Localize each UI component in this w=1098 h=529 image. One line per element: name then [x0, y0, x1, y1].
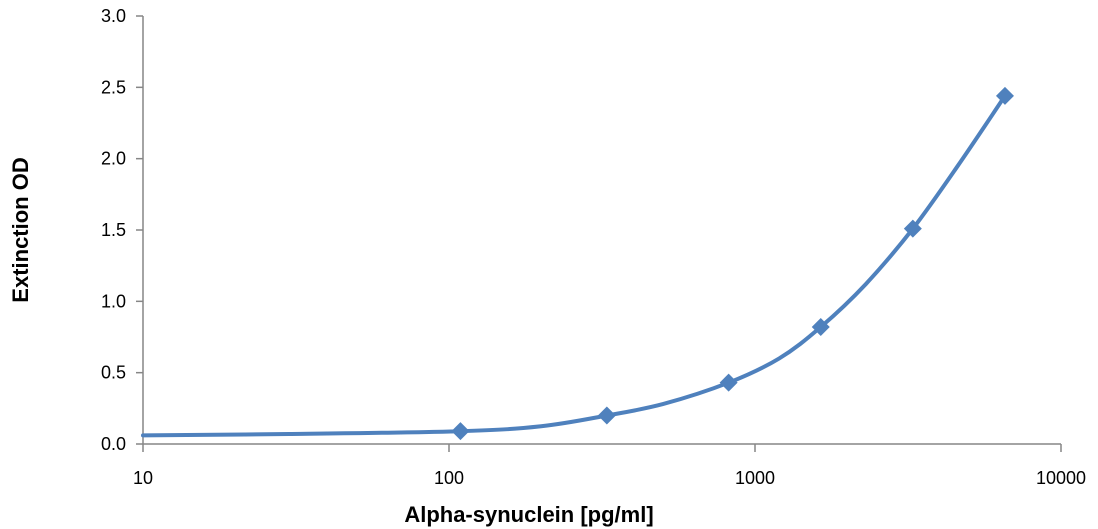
- y-tick-label: 0.5: [101, 363, 126, 383]
- plot-area: 0.0 0.5 1.0 1.5 2.0 2.5 3.0 10 100 1000 10000: [101, 6, 1086, 488]
- y-axis-ticks: 0.0 0.5 1.0 1.5 2.0 2.5 3.0: [101, 6, 143, 454]
- data-point-marker: [719, 373, 738, 392]
- y-tick-label: 0.0: [101, 434, 126, 454]
- y-tick-label: 2.5: [101, 77, 126, 97]
- fit-curve: [141, 93, 1007, 438]
- y-axis-title: Extinction OD: [8, 157, 33, 302]
- data-point-marker: [451, 422, 470, 441]
- x-tick-label: 1000: [735, 468, 775, 488]
- x-tick-label: 100: [434, 468, 464, 488]
- data-point-marker: [903, 219, 922, 238]
- data-point-marker: [597, 406, 616, 425]
- data-point-marker: [811, 318, 830, 337]
- x-axis-ticks: 10 100 1000 10000: [133, 444, 1086, 488]
- data-point-marker: [995, 86, 1014, 105]
- x-axis-title: Alpha-synuclein [pg/ml]: [404, 502, 653, 527]
- y-tick-label: 2.0: [101, 149, 126, 169]
- y-tick-label: 1.5: [101, 220, 126, 240]
- data-points: [451, 86, 1014, 441]
- y-tick-label: 3.0: [101, 6, 126, 26]
- y-tick-label: 1.0: [101, 291, 126, 311]
- x-tick-label: 10000: [1036, 468, 1086, 488]
- x-tick-label: 10: [133, 468, 153, 488]
